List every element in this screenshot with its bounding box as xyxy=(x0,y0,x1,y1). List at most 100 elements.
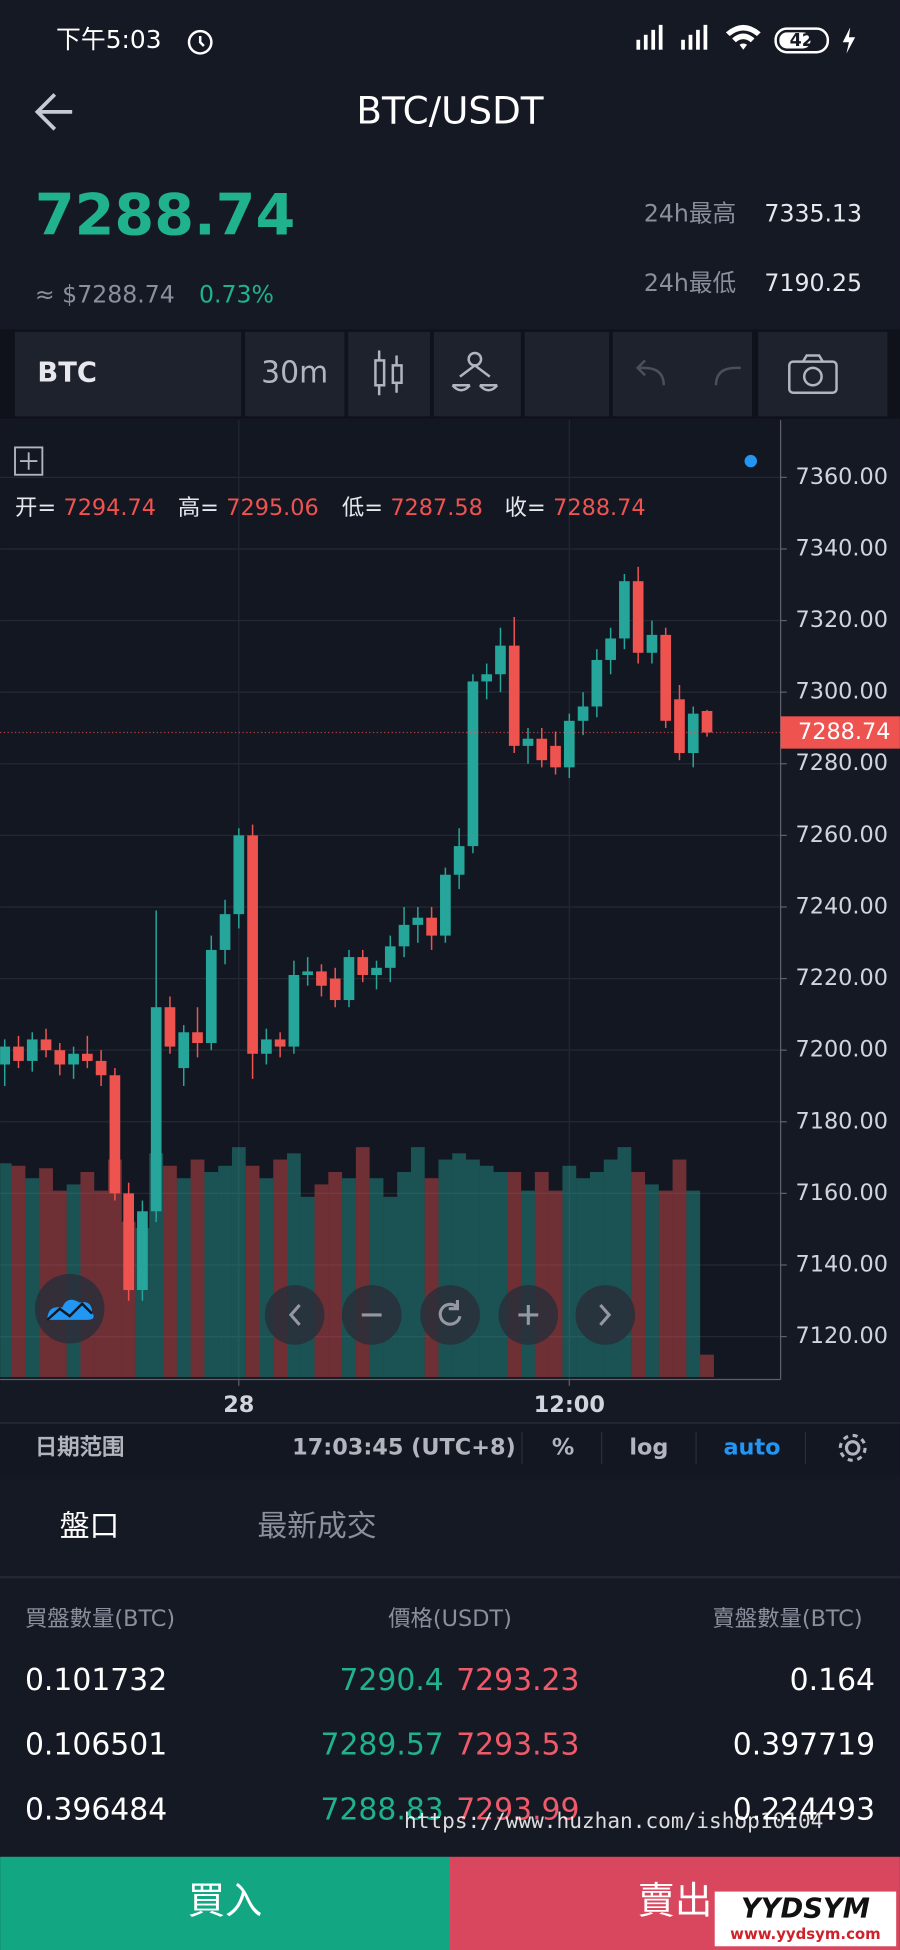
watermark-badge xyxy=(714,1891,897,1947)
x-tick-label: 12:00 xyxy=(534,1392,605,1418)
y-tick-label: 7200.00 xyxy=(796,1037,888,1063)
drawing-tools-line xyxy=(46,1301,93,1321)
candle-body xyxy=(619,581,630,639)
indicator-button[interactable] xyxy=(451,351,499,392)
volume-bar xyxy=(672,1159,687,1378)
watermark-url: https://www.huzhan.com/ishop10104 xyxy=(404,1808,823,1833)
y-tick-label: 7220.00 xyxy=(796,965,888,991)
volume-bar xyxy=(163,1165,177,1378)
auto-toggle[interactable]: auto xyxy=(723,1434,780,1460)
candle-body xyxy=(150,1007,162,1212)
y-tick-label: 7300.00 xyxy=(796,679,888,705)
current-price-label: 7288.74 xyxy=(798,719,890,745)
undo-redo[interactable] xyxy=(635,359,741,386)
y-tick-label: 7340.00 xyxy=(796,535,888,561)
reset-view[interactable] xyxy=(420,1285,480,1345)
volume-bar xyxy=(369,1178,384,1378)
ohlc-value: 7294.74 xyxy=(63,495,155,521)
tab[interactable]: 最新成交 xyxy=(257,1509,376,1544)
order-cell: 7293.53 xyxy=(456,1728,579,1763)
volume-bar xyxy=(328,1171,343,1378)
volume-bar xyxy=(107,1159,122,1378)
volume-bar xyxy=(176,1178,191,1378)
y-tick-label: 7320.00 xyxy=(796,607,888,633)
charging-icon xyxy=(842,27,856,54)
candle-body xyxy=(550,745,561,768)
volume-bar xyxy=(479,1165,494,1378)
volume-bar xyxy=(424,1178,439,1378)
low-value: 7190.25 xyxy=(764,269,862,297)
candle-body xyxy=(205,949,217,1044)
candle-body xyxy=(40,1039,52,1051)
volume-bar xyxy=(645,1184,659,1378)
candle-body xyxy=(591,659,603,707)
status-dot xyxy=(744,454,757,468)
y-tick-label: 7140.00 xyxy=(796,1251,888,1277)
volume-bar xyxy=(410,1147,425,1378)
interval-button[interactable]: 30m xyxy=(261,356,328,391)
candle-body xyxy=(302,971,314,975)
buy-label: 買入 xyxy=(188,1878,263,1922)
candle-body xyxy=(109,1075,121,1194)
settings-button[interactable] xyxy=(838,1433,867,1462)
crosshair-toggle[interactable] xyxy=(14,446,44,476)
y-tick-label: 7280.00 xyxy=(796,750,888,776)
status-time: 下午5:03 xyxy=(56,25,161,54)
volume-bar xyxy=(686,1190,701,1378)
scroll-left[interactable] xyxy=(264,1285,325,1345)
percent-toggle[interactable]: % xyxy=(552,1434,574,1460)
volume-bar xyxy=(383,1196,398,1378)
y-tick-label: 7260.00 xyxy=(796,822,888,848)
symbol-button[interactable]: BTC xyxy=(37,358,97,389)
tab-active[interactable]: 盤口 xyxy=(60,1509,120,1544)
order-cell: 0.164 xyxy=(790,1663,875,1698)
volume-bar xyxy=(658,1190,673,1378)
volume-bar xyxy=(25,1178,40,1378)
candle-body xyxy=(357,957,369,975)
candle-body xyxy=(343,957,355,1001)
date-range-button[interactable]: 日期范围 xyxy=(35,1434,124,1460)
candle-body xyxy=(632,581,644,653)
high-label: 24h最高 xyxy=(644,200,736,228)
alarm-icon xyxy=(187,29,213,55)
volume-bar xyxy=(231,1147,246,1378)
y-tick-label: 7360.00 xyxy=(796,464,888,490)
volume-bar xyxy=(94,1190,108,1378)
candle-body xyxy=(219,914,231,950)
volume-bar xyxy=(589,1171,604,1378)
chart-nav-icons xyxy=(288,1300,612,1326)
chart-type-button[interactable] xyxy=(374,350,403,396)
axis-layer: 7120.00 7140.00 7160.00 7180.00 7200.00 7220.… xyxy=(0,464,900,1418)
usd-price: ≈ $7288.74 xyxy=(35,280,175,308)
toolbar-cells xyxy=(15,331,888,417)
candle-body xyxy=(371,967,382,975)
log-toggle[interactable]: log xyxy=(629,1434,668,1460)
column-header: 買盤數量(BTC) xyxy=(25,1606,175,1632)
candle-body xyxy=(81,1053,93,1061)
volume-bar xyxy=(466,1159,480,1378)
candle-body xyxy=(674,699,685,754)
scroll-right[interactable] xyxy=(575,1285,636,1345)
candle-body xyxy=(329,978,341,1001)
candle-body xyxy=(426,917,437,936)
candle-body xyxy=(0,1046,11,1065)
volume-bar xyxy=(521,1190,535,1378)
volume-bar xyxy=(190,1159,205,1378)
chart-footer xyxy=(0,1423,900,1476)
tab-bar xyxy=(0,1478,900,1576)
order-cell: 0.396484 xyxy=(25,1792,167,1827)
screenshot-button[interactable] xyxy=(788,354,838,394)
candle-body xyxy=(95,1060,107,1076)
price-change: 0.73% xyxy=(199,280,274,308)
buy-button[interactable] xyxy=(0,1856,450,1950)
order-cell: 7293.99 xyxy=(456,1792,579,1827)
candle-body xyxy=(13,1046,24,1061)
back-button[interactable] xyxy=(34,93,73,131)
y-tick-label: 7240.00 xyxy=(796,893,888,919)
y-tick-label: 7180.00 xyxy=(796,1108,888,1134)
candle-body xyxy=(123,1193,134,1291)
candle-body xyxy=(137,1211,148,1291)
volume-bar xyxy=(314,1184,329,1378)
volume-bar xyxy=(548,1190,563,1378)
